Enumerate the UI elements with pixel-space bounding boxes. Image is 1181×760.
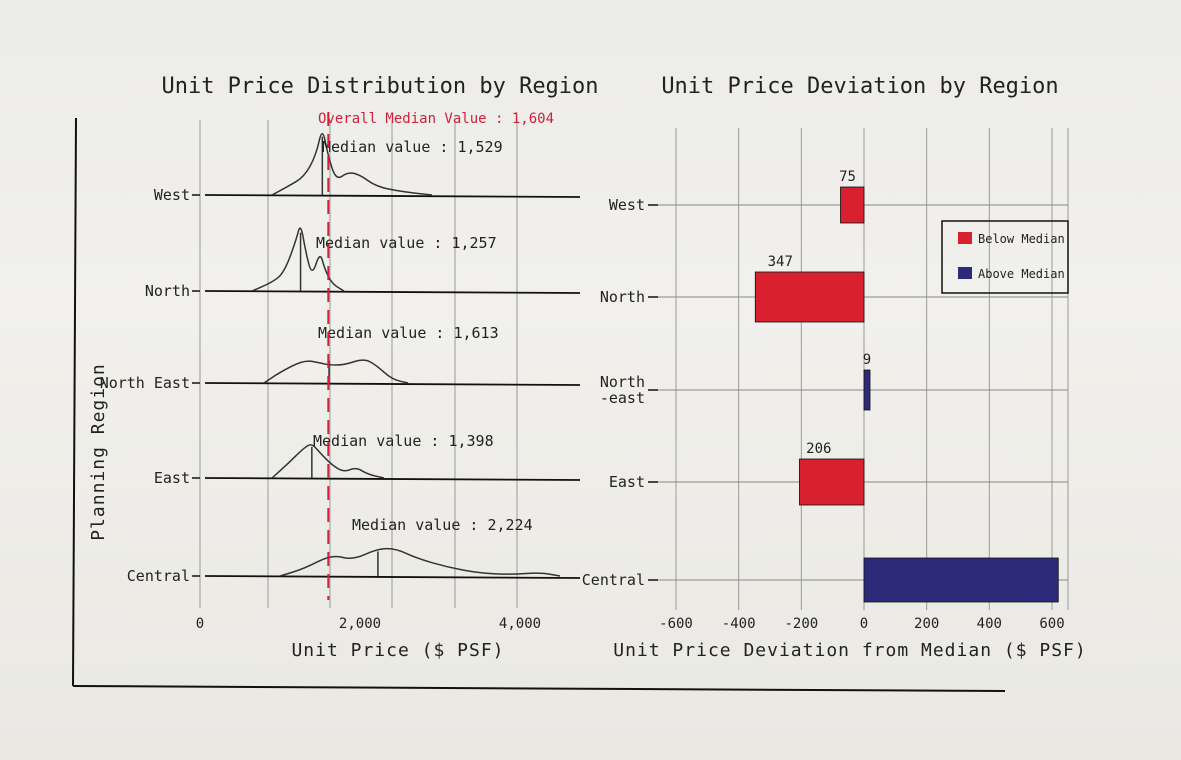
right-category-label-0: West (609, 196, 645, 214)
left-x-axis-label: Unit Price ($ PSF) (291, 640, 504, 661)
right-x-tick-6: 600 (1039, 616, 1064, 632)
left-x-tick-0: 0 (196, 616, 204, 632)
legend-box (941, 220, 1069, 294)
left-y-axis-label: Planning Region (88, 363, 109, 541)
ridge-median-label-north: Median value : 1,257 (316, 234, 497, 252)
ridge-label-north: North (145, 282, 190, 300)
right-chart-title: Unit Price Deviation by Region (661, 74, 1058, 99)
right-x-tick-4: 200 (914, 616, 939, 632)
right-x-tick-2: -200 (784, 616, 818, 632)
right-x-tick-3: 0 (860, 616, 868, 632)
bar-data-label-2: 9 (863, 352, 871, 368)
right-x-tick-0: -600 (659, 616, 693, 632)
outer-y-axis-line (72, 117, 77, 687)
left-chart-gridlines (199, 120, 518, 608)
ridge-label-east: East (154, 469, 190, 487)
legend-swatch-below (958, 232, 972, 244)
legend-label-above: Above Median (978, 267, 1065, 281)
ridge-density-north (251, 227, 345, 292)
ridgeline-chart: Unit Price Distribution by Region West Me… (88, 74, 599, 661)
right-x-axis-label: Unit Price Deviation from Median ($ PSF) (613, 640, 1086, 661)
left-chart-ridges: West Median value : 1,529 North Median valu… (100, 112, 581, 600)
ridge-label-north-east: North East (100, 374, 190, 392)
left-chart-title: Unit Price Distribution by Region (161, 74, 598, 99)
ridge-median-label-east: Median value : 1,398 (313, 432, 494, 450)
ridge-baseline-east (204, 477, 581, 481)
right-category-label-4: Central (582, 571, 645, 589)
bar-data-label-3: 206 (806, 441, 831, 457)
bar-data-label-0: 75 (839, 169, 856, 185)
ridge-median-label-west: Median value : 1,529 (322, 138, 503, 156)
right-category-label-1: North (600, 288, 645, 306)
overall-median-label: Overall Median Value : 1,604 (318, 111, 554, 127)
bar-4 (863, 557, 1059, 603)
outer-x-axis-line (72, 685, 1006, 692)
ridge-baseline-central (204, 575, 581, 579)
ridge-baseline-north (204, 290, 581, 294)
legend-label-below: Below Median (978, 232, 1065, 246)
left-x-tick-2: 4,000 (499, 616, 541, 632)
right-category-label-2-1: -east (600, 389, 645, 407)
ridge-median-label-north-east: Median value : 1,613 (318, 324, 499, 342)
right-category-label-2-0: North (600, 373, 645, 391)
ridge-density-east (271, 444, 385, 479)
bar-0 (840, 186, 865, 224)
ridge-baseline-north-east (204, 382, 581, 386)
ridge-density-central (279, 547, 561, 577)
ridge-label-west: West (154, 186, 190, 204)
bar-2 (863, 369, 871, 411)
right-category-label-3: East (609, 473, 645, 491)
ridge-density-north-east (263, 359, 409, 384)
ridge-label-central: Central (127, 567, 190, 585)
right-chart-x-ticks: -600 -400 -200 0 200 400 600 (659, 616, 1065, 632)
right-x-tick-1: -400 (722, 616, 756, 632)
bar-1 (754, 271, 865, 323)
bar-3 (799, 458, 865, 506)
left-chart-x-ticks: 0 2,000 4,000 (196, 616, 541, 632)
legend: Below Median Above Median (941, 220, 1069, 294)
right-x-tick-5: 400 (977, 616, 1002, 632)
legend-swatch-above (958, 267, 972, 279)
right-chart-gridlines (658, 128, 1069, 610)
bar-data-label-1: 347 (768, 254, 793, 270)
deviation-bar-chart: Unit Price Deviation by Region West 75 Nor… (582, 74, 1086, 661)
ridge-baseline-west (204, 194, 581, 198)
left-x-tick-1: 2,000 (339, 616, 381, 632)
ridge-median-label-central: Median value : 2,224 (352, 516, 533, 534)
